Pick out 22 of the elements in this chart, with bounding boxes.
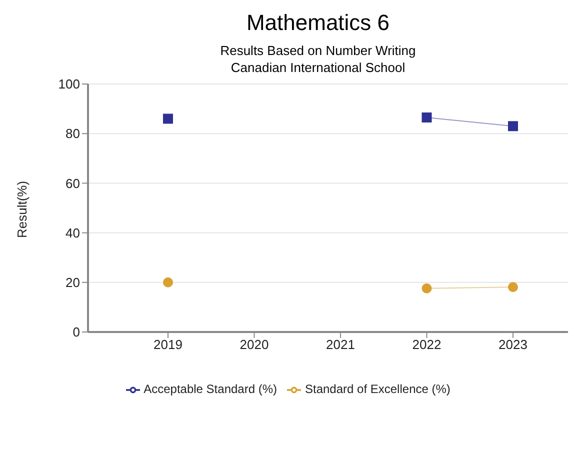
legend-label: Standard of Excellence (%) [305, 382, 450, 396]
point [508, 282, 518, 292]
y-axis-title: Result(%) [14, 180, 30, 238]
y-tick-label: 0 [72, 324, 80, 340]
y-tick-label: 20 [66, 275, 80, 290]
y-tick-label: 40 [66, 225, 80, 240]
point [508, 121, 518, 132]
x-tick-label: 2023 [498, 337, 528, 352]
legend-label: Acceptable Standard (%) [144, 382, 277, 396]
x-tick-label: 2021 [326, 337, 355, 352]
x-tick-label: 2020 [240, 337, 269, 352]
y-tick-label: 80 [66, 126, 80, 142]
x-tick-label: 2019 [154, 337, 182, 352]
point [163, 277, 173, 288]
y-tick-label: 100 [58, 76, 80, 92]
y-tick-label: 60 [66, 176, 80, 191]
chart-title: Mathematics 6 [245, 9, 391, 36]
x-tick-label: 2022 [412, 337, 442, 352]
chart-subtitle: Results Based on Number Writing Canadian International School [219, 42, 417, 76]
point [422, 283, 432, 294]
point [422, 112, 432, 122]
point [163, 114, 173, 124]
